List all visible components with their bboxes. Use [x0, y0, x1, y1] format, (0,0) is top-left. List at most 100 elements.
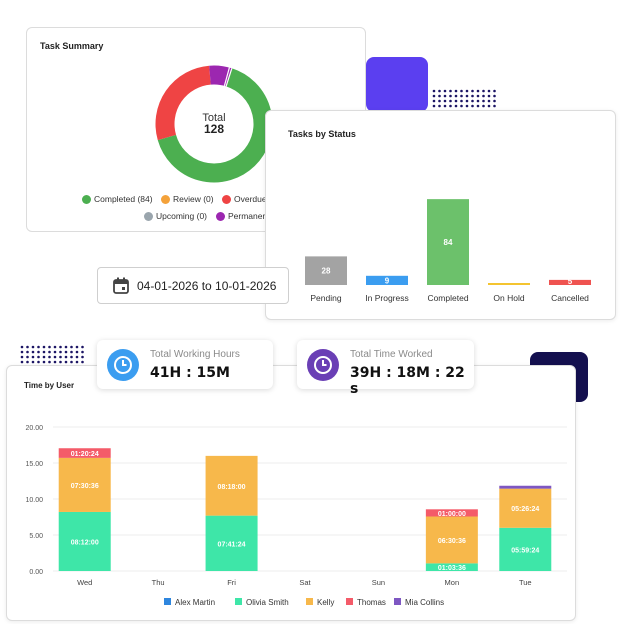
status-bar-value: 84 [444, 238, 453, 247]
decor-dot [432, 89, 436, 93]
decor-dot [465, 94, 469, 98]
x-tick-label: Mon [445, 578, 460, 587]
legend-label: Overdue [234, 194, 267, 204]
decor-dot [432, 104, 436, 108]
decor-dot [471, 104, 474, 108]
legend-overdue: Overdue [222, 194, 267, 204]
x-tick-label: Tue [519, 578, 532, 587]
decor-dot [64, 350, 68, 354]
decor-dot [449, 94, 452, 98]
stack-segment-olivia-smith[interactable] [205, 515, 258, 571]
decor-dot [64, 355, 68, 359]
decor-dot [59, 355, 62, 359]
segment-label: 06:30:36 [438, 538, 466, 545]
x-tick-label: Sun [372, 578, 385, 587]
decor-dot [460, 89, 463, 93]
donut-slice-permanent[interactable] [209, 65, 232, 87]
decor-dot [70, 345, 73, 349]
decor-dot [81, 360, 84, 364]
decor-dot [59, 360, 62, 364]
date-range-picker[interactable]: 04-01-2026 to 10-01-2026 [97, 267, 289, 304]
decor-dot [493, 104, 496, 108]
stack-segment-kelly[interactable] [205, 455, 258, 516]
total-time-worked-card: Total Time Worked 39H : 18M : 22 s [297, 340, 474, 397]
decor-dot [432, 99, 436, 103]
status-bar-completed[interactable] [427, 199, 469, 285]
segment-label: 05:26:24 [511, 506, 539, 513]
decor-dot [443, 99, 447, 103]
decor-dot [482, 94, 485, 98]
decor-dot [26, 355, 29, 359]
status-category-label: On Hold [493, 293, 525, 303]
legend-dot [216, 211, 225, 221]
stack-segment-mia-collins[interactable] [499, 485, 552, 489]
date-range-text: 04-01-2026 to 10-01-2026 [137, 278, 277, 293]
stack-segment-olivia-smith[interactable] [499, 527, 552, 571]
stack-segment-thomas[interactable] [425, 509, 478, 517]
decor-dot [465, 104, 469, 108]
decor-dot [64, 345, 68, 349]
status-bar-chart: 28 9 84 5 [305, 199, 591, 286]
segment-label: 07:30:36 [71, 483, 99, 490]
decor-dot [454, 99, 458, 103]
stat-label: Total Working Hours [150, 349, 240, 360]
legend-label-mia-collins[interactable]: Mia Collins [405, 598, 444, 607]
decor-dot [487, 104, 491, 108]
donut-slice-completed[interactable] [157, 68, 273, 183]
donut-slice-overdue[interactable] [155, 65, 212, 141]
decor-dot [81, 350, 84, 354]
decor-dot [493, 89, 496, 93]
decor-dot [75, 345, 79, 349]
segment-label: 08:12:00 [71, 539, 99, 546]
stack-segment-kelly[interactable] [499, 488, 552, 528]
status-bar-pending[interactable] [305, 256, 347, 285]
stat-label: Total Time Worked [350, 349, 433, 360]
stat-value: 41H : 15M [150, 365, 230, 381]
donut-chart: Total 128 [155, 65, 273, 183]
decor-dot [37, 355, 40, 359]
stack-segment-kelly[interactable] [58, 457, 111, 512]
decor-dot [26, 360, 29, 364]
y-tick-label: 0.00 [29, 569, 43, 576]
stack-segment-olivia-smith[interactable] [58, 511, 111, 571]
decor-dot [443, 89, 447, 93]
legend-label-alex-martin[interactable]: Alex Martin [175, 598, 215, 607]
decor-dot [20, 345, 24, 349]
legend-label-kelly[interactable]: Kelly [317, 598, 334, 607]
decor-dot [70, 350, 73, 354]
decor-dot [449, 104, 452, 108]
decor-dot [81, 355, 84, 359]
decor-dot [42, 350, 46, 354]
legend-label: Upcoming (0) [156, 211, 208, 221]
segment-label: 08:18:00 [218, 484, 246, 491]
decor-dot [59, 350, 62, 354]
time-by-user-title: Time by User [24, 381, 75, 390]
segment-label: 05:59:24 [511, 547, 539, 554]
decor-dot [438, 89, 441, 93]
decor-dot [42, 345, 46, 349]
legend-label-thomas[interactable]: Thomas [357, 598, 386, 607]
donut-separator [223, 67, 230, 87]
stack-segment-kelly[interactable] [425, 516, 478, 564]
status-bar-in-progress[interactable] [366, 275, 408, 285]
stack-segment-thomas[interactable] [58, 448, 111, 458]
legend-dot [82, 194, 91, 204]
legend-completed: Completed (84) [82, 194, 153, 204]
decor-dot [476, 94, 480, 98]
legend-label-olivia-smith[interactable]: Olivia Smith [246, 598, 289, 607]
time-by-user-card: Time by User 0.00 5.00 10.00 15.00 20.00 08:1… [6, 365, 576, 621]
decor-dot [460, 99, 463, 103]
legend-dot [161, 194, 170, 204]
decor-dot [37, 350, 40, 354]
status-bar-on-hold[interactable] [488, 283, 530, 285]
decor-dot [471, 89, 474, 93]
decor-dot [443, 104, 447, 108]
status-bar-value: 28 [322, 267, 331, 276]
stack-segment-olivia-smith[interactable] [425, 563, 478, 571]
decor-dot [438, 94, 441, 98]
decor-dot [454, 89, 458, 93]
decor-dot [482, 104, 485, 108]
segment-label: 01:20:24 [71, 451, 99, 458]
total-working-hours-card: Total Working Hours 41H : 15M [97, 340, 273, 389]
status-bar-cancelled[interactable] [549, 279, 591, 285]
